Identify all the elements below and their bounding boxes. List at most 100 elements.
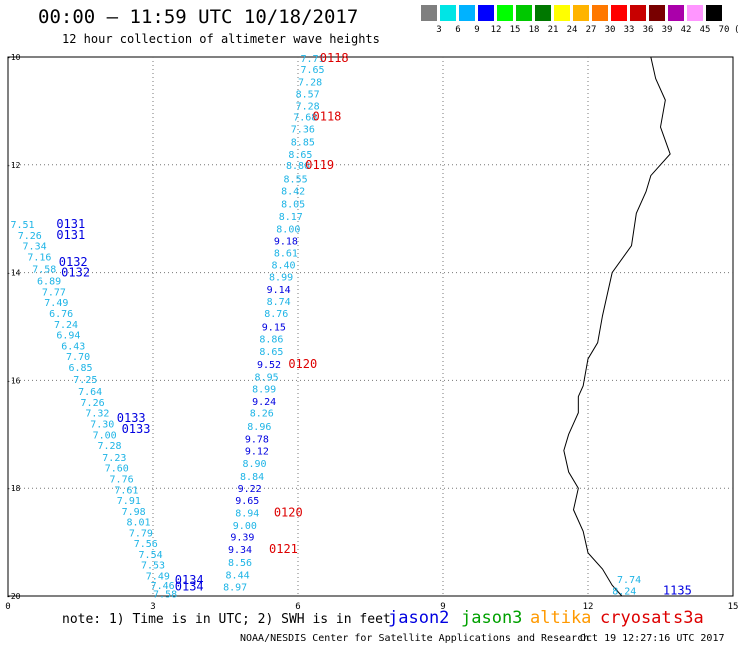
swh-value: 8.00: [276, 224, 300, 235]
swh-value: 7.28: [296, 102, 320, 113]
swh-value: 7.28: [97, 441, 121, 452]
swh-value: 8.97: [223, 582, 247, 593]
swh-value: 7.98: [122, 507, 146, 518]
swh-value: 9.34: [228, 545, 252, 556]
y-tick-label: -16: [6, 376, 21, 385]
swh-value: 8.26: [250, 409, 274, 420]
pass-time-label: 0118: [313, 109, 342, 123]
scale-swatch: [592, 5, 608, 21]
swh-value: 7.54: [139, 550, 163, 561]
swh-value: 8.01: [126, 518, 150, 529]
scale-label: 3: [436, 25, 442, 35]
scale-swatch: [630, 5, 646, 21]
swh-value: 8.40: [271, 261, 295, 272]
y-tick-label: -12: [6, 161, 21, 170]
swh-value: 8.05: [281, 200, 305, 211]
pass-time-label: 0121: [269, 542, 298, 556]
scale-label: 33: [623, 25, 635, 35]
swh-value: 7.79: [129, 528, 153, 539]
swh-value: 8.76: [264, 309, 288, 320]
swh-value: 6.85: [68, 363, 92, 374]
swh-value: 7.58: [32, 264, 56, 275]
swh-value: 7.32: [85, 409, 109, 420]
swh-value: 7.49: [146, 572, 170, 583]
pass-time-label: 0118: [320, 51, 349, 65]
scale-swatch: [535, 5, 551, 21]
plot-frame: [7, 56, 734, 597]
chart-title: 00:00 – 11:59 UTC 10/18/2017: [38, 6, 359, 28]
scale-label: 30: [604, 25, 616, 35]
scale-label: 9: [474, 25, 480, 35]
y-tick-label: -18: [6, 484, 21, 493]
swh-value: 6.43: [61, 341, 85, 352]
pass-time-label: 0120: [274, 505, 303, 519]
swh-value: 7.74: [617, 575, 641, 586]
legend-jason3: jason3: [461, 608, 523, 628]
swh-value: 7.26: [81, 398, 105, 409]
swh-value: 7.26: [18, 231, 42, 242]
swh-value: 9.39: [230, 533, 254, 544]
scale-label: 21: [547, 25, 559, 35]
scale-swatch: [421, 5, 437, 21]
swh-value: 9.12: [245, 446, 269, 457]
pass-time-label: 0134: [175, 579, 204, 593]
note-text: note: 1) Time is in UTC; 2) SWH is in fe…: [62, 612, 391, 627]
swh-value: 9.15: [262, 323, 286, 334]
x-tick-label: 0: [5, 602, 10, 610]
swh-value: 7.36: [291, 125, 315, 136]
swh-value: 8.96: [247, 422, 271, 433]
legend-altika: altika: [530, 608, 592, 628]
pass-time-label: 0134: [175, 573, 204, 587]
pass-time-label: 0133: [117, 411, 146, 425]
timestamp-text: Oct 19 12:27:16 UTC 2017: [580, 633, 725, 644]
swh-value: 9.14: [267, 285, 291, 296]
swh-value: 8.57: [296, 90, 320, 101]
scale-label: 24: [566, 25, 578, 35]
x-tick-label: 6: [295, 602, 300, 610]
swh-value: 7.25: [73, 375, 97, 386]
legend-jason2: jason2: [388, 608, 450, 628]
swh-value: 7.61: [114, 485, 138, 496]
x-tick-label: 12: [583, 602, 594, 610]
scale-swatch: [706, 5, 722, 21]
scale-swatch: [497, 5, 513, 21]
swh-value: 8.24: [612, 587, 636, 598]
scale-swatch: [478, 5, 494, 21]
swh-value: 7.46: [151, 581, 175, 592]
swh-value: 8.74: [267, 297, 291, 308]
swh-value: 9.00: [233, 521, 257, 532]
swh-value: 7.28: [298, 77, 322, 88]
swh-value: 9.24: [252, 397, 276, 408]
scale-swatch: [668, 5, 684, 21]
swh-value: 6.76: [49, 309, 73, 320]
swh-value: 8.86: [259, 334, 283, 345]
scale-label: 39: [661, 25, 673, 35]
swh-value: 8.65: [259, 347, 283, 358]
swh-value: 7.24: [54, 320, 78, 331]
swh-value: 8.99: [252, 384, 276, 395]
swh-value: 8.65: [288, 150, 312, 161]
swh-value: 7.49: [44, 298, 68, 309]
scale-swatch: [516, 5, 532, 21]
y-tick-label: -10: [6, 53, 21, 62]
swh-value: 8.86: [286, 161, 310, 172]
swh-value: 6.94: [56, 331, 80, 342]
chart-subtitle: 12 hour collection of altimeter wave hei…: [62, 32, 380, 46]
x-tick-label: 15: [728, 602, 739, 610]
swh-value: 8.56: [228, 558, 252, 569]
swh-value: 7.16: [27, 252, 51, 263]
swh-value: 7.58: [153, 589, 177, 600]
swh-value: 8.90: [242, 459, 266, 470]
pass-time-label: 0119: [305, 158, 334, 172]
swh-value: 8.55: [284, 174, 308, 185]
swh-value: 7.71: [300, 54, 324, 65]
scale-swatch: [554, 5, 570, 21]
pass-time-label: 0131: [56, 217, 85, 231]
pass-time-label: 0120: [288, 357, 317, 371]
scale-swatch: [440, 5, 456, 21]
swh-value: 8.42: [281, 187, 305, 198]
legend-s3a: s3a: [673, 608, 704, 628]
pass-time-label: 0131: [56, 228, 85, 242]
swh-value: 8.44: [226, 570, 250, 581]
swh-value: 7.30: [90, 420, 114, 431]
